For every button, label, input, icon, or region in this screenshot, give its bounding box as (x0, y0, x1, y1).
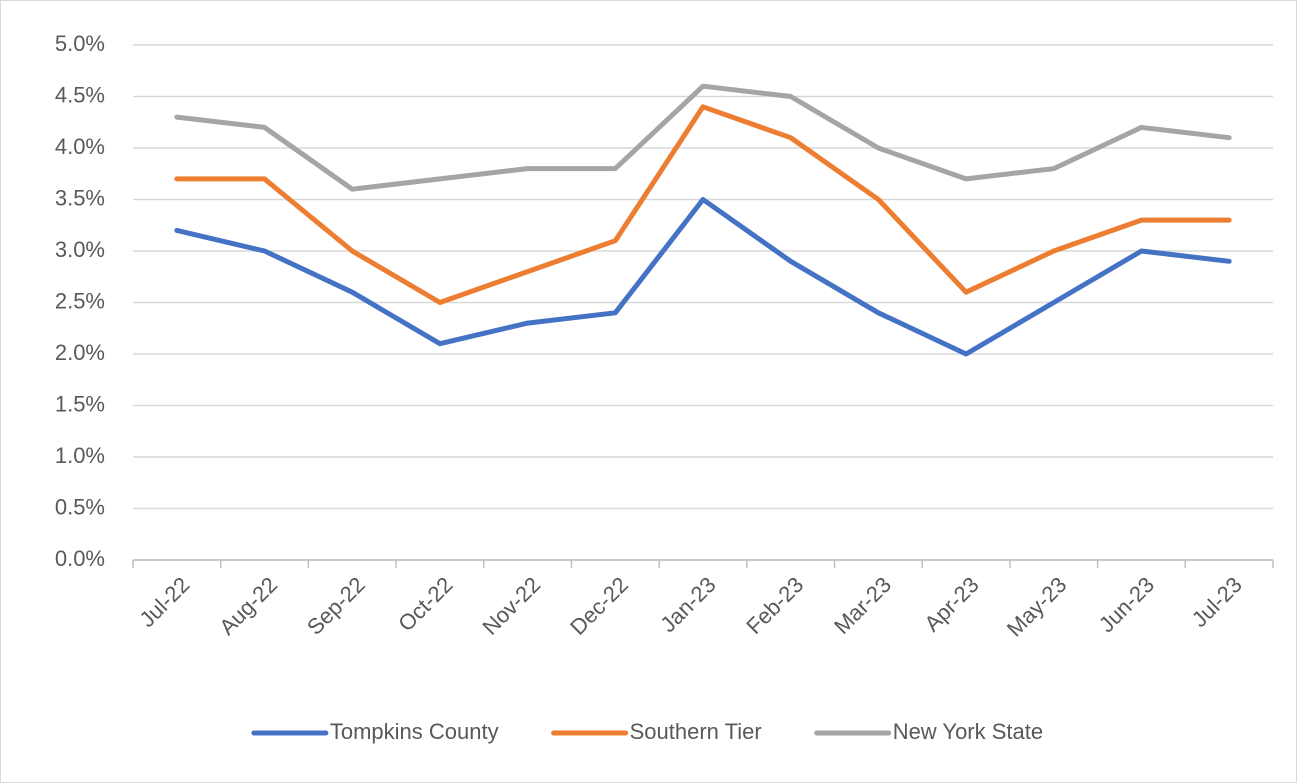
y-tick-label: 3.0% (55, 237, 105, 262)
y-tick-label: 2.5% (55, 288, 105, 313)
legend-label: Southern Tier (630, 719, 762, 744)
series-line (174, 104, 1232, 305)
y-tick-label: 3.5% (55, 185, 105, 210)
legend-label: Tompkins County (330, 719, 499, 744)
y-tick-label: 1.5% (55, 391, 105, 416)
series-line (174, 83, 1232, 192)
legend-label: New York State (893, 719, 1043, 744)
y-tick-label: 2.0% (55, 340, 105, 365)
series-line (174, 197, 1232, 357)
y-tick-label: 0.5% (55, 494, 105, 519)
y-tick-label: 4.0% (55, 134, 105, 159)
y-tick-label: 4.5% (55, 82, 105, 107)
y-tick-label: 0.0% (55, 546, 105, 571)
y-tick-label: 1.0% (55, 443, 105, 468)
y-tick-label: 5.0% (55, 31, 105, 56)
